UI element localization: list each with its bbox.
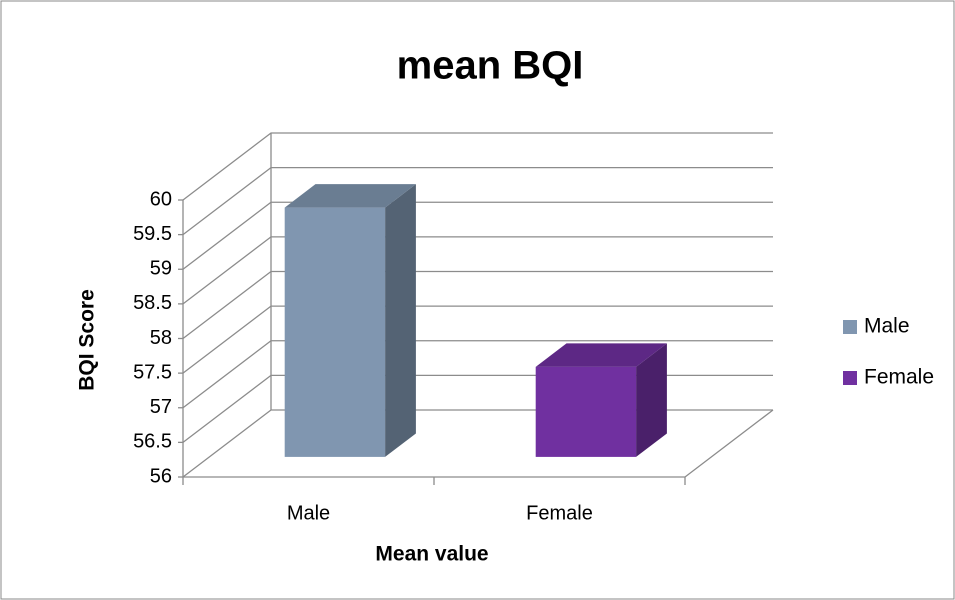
legend-swatch	[843, 320, 857, 334]
grid-line	[182, 201, 773, 270]
legend-label: Female	[864, 366, 934, 389]
bar-side	[385, 184, 416, 457]
x-tick-label: Male	[287, 502, 330, 524]
y-axis-title: BQI Score	[76, 289, 99, 391]
y-tick-label: 56	[150, 465, 172, 487]
bar	[535, 366, 637, 457]
y-tick-label: 57	[150, 396, 172, 418]
y-tick-label: 58.5	[133, 292, 172, 314]
grid-line	[182, 166, 773, 236]
bar-top	[535, 343, 667, 367]
grid-line	[182, 236, 773, 305]
y-tick-label: 56.5	[133, 431, 172, 453]
grid-line	[182, 132, 773, 201]
y-tick-label: 58	[150, 327, 172, 349]
legend-swatch	[843, 371, 857, 385]
y-tick-label: 57.5	[133, 361, 172, 383]
grid-line	[182, 270, 773, 340]
bar	[284, 207, 386, 457]
x-axis-title: Mean value	[375, 543, 488, 566]
y-tick-label: 59.5	[133, 223, 172, 245]
chart-title: mean BQI	[397, 44, 584, 88]
y-tick-label: 59	[150, 258, 172, 280]
bar-top	[284, 184, 416, 208]
x-tick-label: Female	[526, 502, 593, 524]
bar-side	[636, 343, 667, 457]
grid-line	[182, 305, 773, 374]
grid-line	[182, 340, 773, 409]
legend-label: Male	[864, 315, 910, 338]
y-tick-label: 60	[150, 188, 172, 210]
